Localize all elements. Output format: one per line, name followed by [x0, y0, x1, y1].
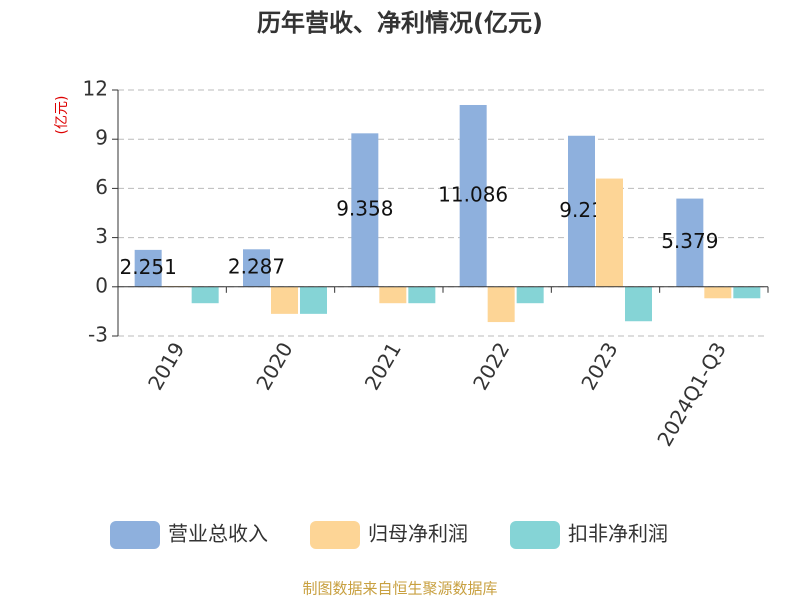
legend-label: 扣非净利润 — [568, 522, 668, 546]
x-tick-label: 2020 — [251, 338, 297, 394]
bar — [487, 286, 515, 323]
bar — [271, 286, 298, 314]
x-tick-label: 2024Q1-Q3 — [652, 338, 731, 450]
x-tick-label: 2019 — [143, 338, 189, 394]
x-tick-label: 2023 — [576, 338, 622, 394]
legend-label: 营业总收入 — [168, 522, 268, 546]
bar — [459, 104, 487, 287]
bar — [676, 198, 704, 287]
bar — [568, 135, 595, 287]
y-tick-label: 6 — [95, 175, 108, 199]
y-tick-label: 0 — [95, 273, 108, 297]
data-label: 5.379 — [661, 229, 718, 253]
legend-swatch — [510, 521, 560, 549]
bar — [596, 178, 623, 287]
source-note: 制图数据来自恒生聚源数据库 — [302, 580, 497, 598]
data-label: 9.358 — [336, 197, 393, 221]
bar — [625, 286, 652, 322]
bar — [243, 249, 270, 287]
legend-label: 归母净利润 — [368, 522, 468, 546]
bar — [351, 133, 379, 287]
bar — [300, 286, 327, 314]
x-tick-label: 2022 — [468, 338, 514, 394]
y-axis-label: (亿元) — [54, 96, 70, 135]
bar — [408, 286, 436, 304]
legend-swatch — [110, 521, 160, 549]
legend-swatch — [310, 521, 360, 549]
bar — [134, 249, 162, 287]
chart-title: 历年营收、净利情况(亿元) — [257, 9, 543, 37]
data-label: 11.086 — [438, 182, 508, 206]
y-tick-label: -3 — [88, 323, 108, 347]
bar — [733, 286, 761, 299]
bar — [191, 286, 219, 304]
y-tick-label: 9 — [95, 126, 108, 150]
data-label: 2.251 — [120, 255, 177, 279]
data-label: 2.287 — [228, 255, 285, 279]
x-tick-label: 2021 — [360, 338, 406, 394]
bar — [379, 286, 407, 304]
bar — [516, 286, 544, 304]
bar — [704, 286, 732, 299]
y-tick-label: 12 — [83, 77, 108, 101]
y-tick-label: 3 — [95, 224, 108, 248]
